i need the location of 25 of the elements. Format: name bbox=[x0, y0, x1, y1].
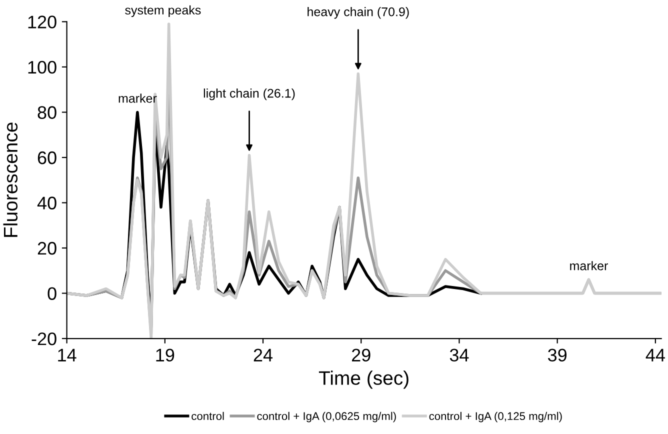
y-tick-label: 80 bbox=[38, 106, 56, 119]
annotation: marker bbox=[118, 94, 157, 103]
legend-label: control + IgA (0,0625 mg/ml) bbox=[257, 412, 396, 422]
x-axis-title: Time (sec) bbox=[318, 370, 408, 389]
annotation: system peaks bbox=[125, 5, 201, 18]
annotation: heavy chain (70.9) bbox=[308, 7, 409, 19]
y-tick-label: 40 bbox=[37, 196, 56, 210]
y-tick-label: 120 bbox=[28, 16, 56, 28]
x-tick-label: 39 bbox=[548, 348, 567, 362]
x-tick-label: 24 bbox=[254, 348, 273, 362]
legend-label: control + IgA (0,125 mg/ml) bbox=[429, 412, 562, 422]
annotation: marker bbox=[570, 261, 608, 270]
legend-label: control bbox=[192, 412, 224, 420]
y-tick-label: 0 bbox=[48, 287, 56, 300]
y-tick-label: -20 bbox=[32, 332, 56, 346]
x-tick-label: 34 bbox=[450, 348, 469, 362]
y-axis-title: Fluorescence bbox=[3, 122, 18, 237]
annotation: light chain (26.1) bbox=[204, 88, 295, 100]
x-tick-label: 14 bbox=[58, 348, 76, 362]
y-tick-label: 60 bbox=[38, 151, 56, 164]
y-tick-label: 20 bbox=[38, 242, 56, 255]
x-tick-label: 29 bbox=[352, 348, 370, 362]
x-tick-label: 44 bbox=[646, 348, 665, 362]
x-tick-label: 19 bbox=[156, 348, 174, 362]
y-tick-label: 100 bbox=[28, 60, 56, 74]
